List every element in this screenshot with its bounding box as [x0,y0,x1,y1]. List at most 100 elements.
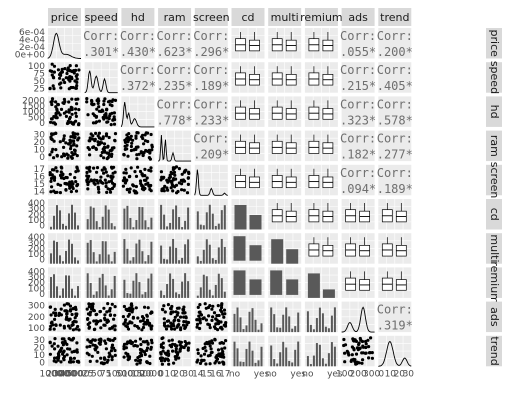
scatter-point [59,307,63,311]
scatter-point [106,174,110,178]
scatter-point [174,347,178,351]
scatter-point [75,183,79,187]
scatter-point [112,317,116,321]
scatter-point [169,325,173,329]
scatter-point [110,186,114,191]
scatter-point [222,323,226,327]
scatter-point [217,361,221,365]
scatter-point [343,343,348,347]
hist-bar [327,328,330,333]
hist-bar [147,255,150,264]
scatter-point [63,67,67,71]
scatter-point [54,311,58,315]
scatter-point [88,153,92,157]
corr-value: .233* [193,113,229,127]
scatter-point [170,181,174,185]
y-tick-label: 2000 [22,96,45,106]
scatter-point [172,361,176,365]
scatter-point [135,131,139,135]
hist-bar [107,295,110,298]
scatter-point [52,64,57,68]
scatter-point [111,338,115,342]
scatter-point [358,346,362,350]
y-tick-label: 0 [39,256,45,266]
hist-bar [59,210,61,230]
bar [322,289,335,298]
scatter-point [213,361,217,365]
scatter-point [164,351,169,355]
scatter-point [110,358,114,362]
strip-label-top: trend [380,11,409,24]
x-tick-label: 0 [378,369,384,379]
scatter-point [65,309,69,313]
scatter-point [174,310,178,314]
scatter-point [354,352,359,356]
scatter-point [141,174,145,178]
scatter-point [74,68,78,72]
scatter-point [195,360,199,364]
scatter-point [343,360,347,364]
scatter-point [76,97,80,101]
scatter-point [361,344,365,348]
scatter-point [195,318,199,322]
scatter-point [160,356,165,360]
panel-cd-ram [158,199,192,230]
panel-screen-screen [194,164,228,196]
scatter-point [68,184,72,188]
scatter-point [124,167,128,171]
scatter-point [91,112,95,116]
hist-bar [74,295,76,298]
scatter-point [69,135,73,139]
corr-label: Corr: [340,166,376,180]
x-tick-label: 100 [336,369,353,379]
mosaic-block [286,279,299,295]
hist-bar [254,319,257,333]
scatter-point [86,338,90,342]
scatter-point [59,107,64,111]
scatter-point [60,155,64,159]
x-tick-label: 25 [82,369,93,379]
scatter-point [111,118,115,122]
scatter-point [213,338,217,342]
scatter-point [54,166,58,170]
scatter-point [55,108,59,113]
scatter-point [203,345,207,349]
scatter-point [128,309,132,313]
panel-price-premium [304,28,338,59]
scatter-point [367,356,371,360]
scatter-point [65,71,69,76]
scatter-point [74,111,78,115]
scatter-point [177,323,181,327]
hist-bar [239,317,242,333]
scatter-point [171,322,175,326]
scatter-point [138,337,142,341]
hist-bar [110,261,113,264]
scatter-point [94,115,98,119]
scatter-point [64,110,68,114]
hist-bar [288,316,291,333]
panel-ram-price [48,130,81,162]
scatter-point [216,348,221,352]
hist-bar [113,251,116,264]
scatter-point [90,179,94,183]
scatter-point [150,324,154,328]
scatter-point [70,156,74,160]
scatter-point [76,324,80,329]
hist-bar [101,241,104,264]
hist-bar [141,294,144,298]
scatter-point [112,184,116,188]
hist-bar [95,261,98,264]
panel-multi-multi [268,233,302,264]
scatter-point [357,342,361,347]
scatter-point [86,182,90,187]
scatter-point [364,342,368,346]
scatter-point [58,76,62,80]
scatter-point [106,302,110,306]
hist-bar [172,209,175,230]
hist-bar [77,286,79,298]
panel-speed-speed [84,62,118,94]
scatter-point [113,305,117,309]
scatter-point [65,121,70,126]
scatter-point [62,358,66,362]
scatter-point [60,67,64,71]
